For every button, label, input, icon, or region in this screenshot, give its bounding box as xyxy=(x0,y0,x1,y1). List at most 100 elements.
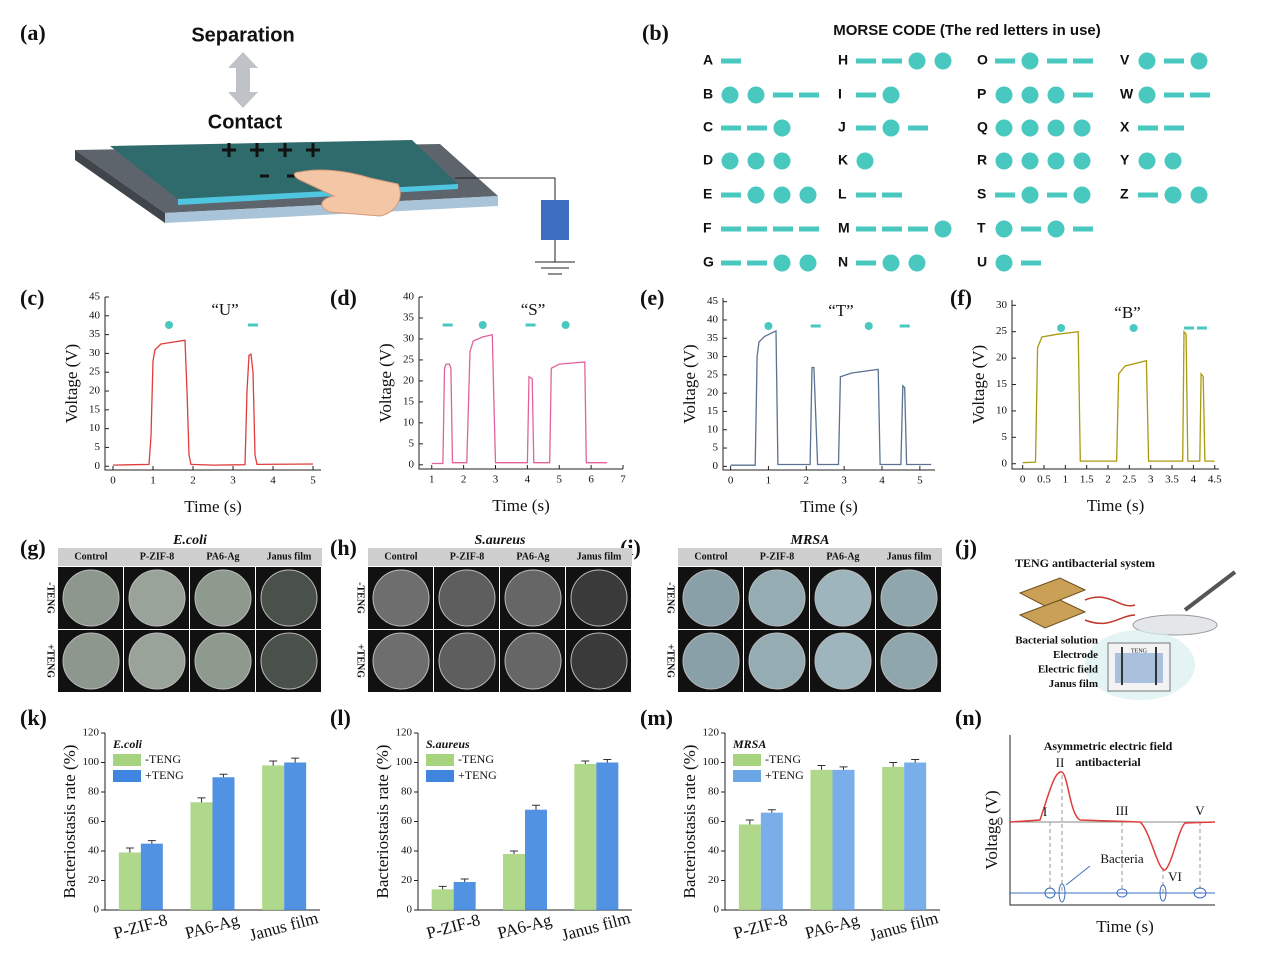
morse-dot xyxy=(1138,152,1156,170)
bar xyxy=(574,763,597,910)
legend-swatch xyxy=(113,754,141,766)
y-tick-label: 25 xyxy=(707,368,719,380)
y-axis-label: Voltage (V) xyxy=(62,344,81,423)
legend-swatch xyxy=(733,754,761,766)
y-tick-label: 0 xyxy=(407,904,413,916)
chart-title: “B” xyxy=(1114,303,1140,322)
y-axis-label: Voltage (V) xyxy=(969,345,988,424)
y-tick-label: 10 xyxy=(89,422,101,434)
error-bar xyxy=(889,762,898,767)
morse-letter: N xyxy=(838,254,848,270)
y-tick-label: 15 xyxy=(89,403,101,415)
morse-dot xyxy=(1021,52,1039,70)
x-tick-label: 4.5 xyxy=(1208,474,1222,486)
petri-dish xyxy=(62,632,120,690)
morse-letter: M xyxy=(838,220,850,236)
morse-dash xyxy=(773,226,793,232)
code-dot xyxy=(165,321,173,329)
morse-letter: K xyxy=(838,152,848,168)
petri-dish xyxy=(372,569,430,627)
teng-bottom xyxy=(1018,599,1087,629)
y-tick-label: 20 xyxy=(707,387,719,399)
panel-label: (j) xyxy=(955,535,977,560)
y-tick-label: 40 xyxy=(403,291,415,303)
morse-dot xyxy=(1138,52,1156,70)
panel-label: (b) xyxy=(642,20,669,45)
x-tick-label: 4 xyxy=(270,475,276,487)
morse-dot xyxy=(995,254,1013,272)
petri-dish xyxy=(372,632,430,690)
morse-dot xyxy=(747,186,765,204)
plate-row: -TENG xyxy=(665,582,676,614)
panel-label: (c) xyxy=(20,285,44,310)
x-tick-label: 3.5 xyxy=(1165,474,1179,486)
morse-dot xyxy=(1047,119,1065,137)
morse-dot xyxy=(995,86,1013,104)
voltage-line xyxy=(1022,329,1215,464)
x-tick-label: 3 xyxy=(493,474,499,486)
morse-letter: O xyxy=(977,52,988,68)
y-tick-label: 30 xyxy=(403,332,415,344)
morse-dash xyxy=(773,92,793,98)
petri-dish xyxy=(682,569,740,627)
bar xyxy=(832,769,855,910)
error-bar xyxy=(767,809,776,813)
petri-dish xyxy=(260,569,318,627)
legend-label: -TENG xyxy=(145,752,181,766)
bacteria-pointer xyxy=(1065,865,1091,886)
y-tick-label: 20 xyxy=(708,874,720,886)
system-title: TENG antibacterial system xyxy=(1015,556,1155,570)
panel-label: (a) xyxy=(20,20,46,45)
petri-dish xyxy=(260,632,318,690)
teng-system xyxy=(1018,570,1237,700)
error-bar xyxy=(125,847,134,853)
plate-row: -TENG xyxy=(45,582,56,614)
y-tick-label: 15 xyxy=(707,405,719,417)
morse-dot xyxy=(1047,86,1065,104)
axes xyxy=(1011,300,1219,470)
voltage-line xyxy=(112,339,314,466)
y-tick-label: 10 xyxy=(707,423,719,435)
x-tick-label: 2 xyxy=(461,474,467,486)
petri-dish xyxy=(504,632,562,690)
morse-letter: Q xyxy=(977,119,988,135)
y-tick-label: 45 xyxy=(707,295,719,307)
y-axis-label: Voltage (V) xyxy=(376,343,395,422)
x-tick-label: 1 xyxy=(1063,474,1069,486)
plate-row: +TENG xyxy=(355,644,366,678)
plate-column: PA6-Ag xyxy=(206,551,239,562)
morse-dash xyxy=(1047,58,1067,64)
morse-dash xyxy=(721,58,741,64)
morse-letter: P xyxy=(977,86,986,102)
plate-row: -TENG xyxy=(355,582,366,614)
x-tick-label: 2 xyxy=(804,475,810,487)
y-tick-label: 0 xyxy=(95,460,101,472)
morse-dash xyxy=(1073,58,1093,64)
y-tick-label: 30 xyxy=(707,350,719,362)
legend-label: +TENG xyxy=(765,768,804,782)
code-dot xyxy=(1129,324,1138,332)
y-tick-label: 0 xyxy=(94,904,100,916)
pipette xyxy=(1183,570,1237,612)
morse-dash xyxy=(908,125,928,131)
petri-dish xyxy=(62,569,120,627)
x-tick-label: 3 xyxy=(841,475,847,487)
legend-label: -TENG xyxy=(458,752,494,766)
error-bar xyxy=(911,759,920,763)
y-tick-label: 0 xyxy=(713,460,719,472)
contact-device xyxy=(75,52,575,275)
x-tick-label: 1 xyxy=(429,474,435,486)
petri-dish xyxy=(814,632,872,690)
morse-dash xyxy=(995,58,1015,64)
morse-dash xyxy=(995,192,1015,198)
morse-dash xyxy=(856,260,876,266)
phase-label: VI xyxy=(1168,869,1182,884)
wire xyxy=(455,177,556,200)
morse-dot xyxy=(856,152,874,170)
device-label: TENG xyxy=(1131,648,1148,654)
y-tick-label: 40 xyxy=(88,845,100,857)
error-bar xyxy=(219,773,228,778)
petri-dish xyxy=(194,569,252,627)
petri-dish xyxy=(748,632,806,690)
separation-arrow xyxy=(228,52,258,108)
